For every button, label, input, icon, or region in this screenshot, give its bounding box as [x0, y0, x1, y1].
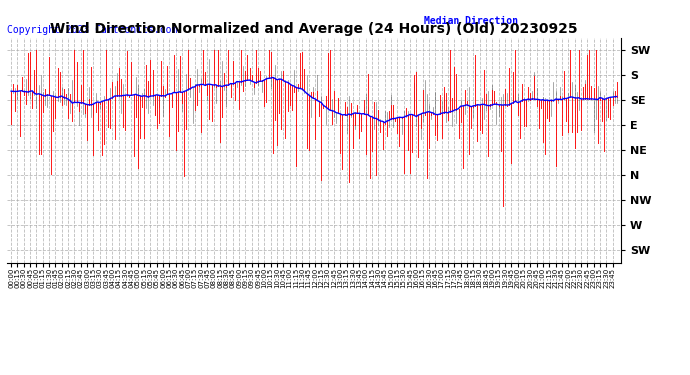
Title: Wind Direction Normalized and Average (24 Hours) (Old) 20230925: Wind Direction Normalized and Average (2… — [50, 22, 578, 36]
Text: Median Direction: Median Direction — [424, 16, 518, 26]
Text: Copyright 2023 Cartronics.com: Copyright 2023 Cartronics.com — [7, 25, 177, 35]
